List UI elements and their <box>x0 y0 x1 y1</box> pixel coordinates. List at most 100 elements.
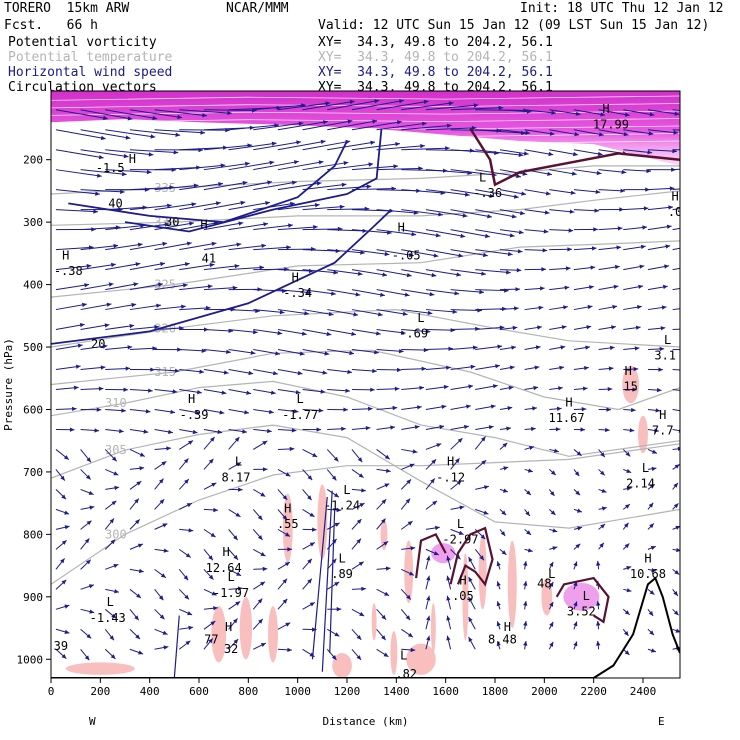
circulation-vector <box>105 224 145 231</box>
circulation-vector-head <box>550 510 556 515</box>
circulation-vector-head <box>606 407 611 412</box>
x-tick-label: 1800 <box>482 685 509 698</box>
circulation-vector-head <box>468 577 473 582</box>
circulation-vector <box>351 99 404 111</box>
circulation-vector-head <box>125 366 131 371</box>
circulation-vector-head <box>468 384 474 389</box>
circulation-vector-head <box>159 478 164 484</box>
circulation-vector <box>253 289 287 292</box>
circulation-vector-head <box>162 241 168 247</box>
circulation-vector-head <box>100 135 106 141</box>
circulation-vector <box>376 209 419 214</box>
circulation-vector-head <box>586 325 592 330</box>
x-tick-label: 400 <box>140 685 160 698</box>
circulation-vector-head <box>289 446 295 452</box>
circulation-vector-head <box>433 253 439 258</box>
circulation-vector-head <box>407 521 413 526</box>
circulation-vector <box>327 99 380 111</box>
circulation-vector-head <box>202 113 207 118</box>
circulation-vector-head <box>446 575 451 581</box>
circulation-vector-head <box>616 245 622 250</box>
circulation-vector-head <box>121 408 126 413</box>
circulation-vector-head <box>381 499 387 504</box>
circulation-vector <box>376 329 406 334</box>
circulation-vector-head <box>343 161 349 166</box>
circulation-vector <box>672 267 680 271</box>
circulation-vector-head <box>596 640 601 646</box>
circulation-vector-head <box>614 264 620 270</box>
pv-contour-tropopause <box>469 127 680 187</box>
circulation-vector-head <box>263 467 268 472</box>
pv-low-fill <box>478 534 487 610</box>
circulation-vector-head <box>290 201 295 207</box>
circulation-vector-head <box>210 437 215 442</box>
circulation-vector <box>672 129 680 131</box>
circulation-vector <box>327 329 357 336</box>
circulation-vector-head <box>314 203 320 208</box>
circulation-vector <box>80 189 125 193</box>
circulation-vector-head <box>357 457 363 463</box>
y-tick-label: 700 <box>23 466 43 479</box>
circulation-vector-head <box>309 542 315 547</box>
circulation-vector-head <box>226 349 231 354</box>
circulation-vector-head <box>164 222 170 227</box>
circulation-vector-head <box>535 345 541 350</box>
circulation-vector-head <box>297 370 303 376</box>
theta-contour-line <box>51 443 680 585</box>
circulation-vector <box>475 189 519 198</box>
circulation-vector-head <box>307 495 312 501</box>
circulation-vector <box>425 229 466 238</box>
circulation-vector-head <box>394 386 400 391</box>
circulation-vector-head <box>593 227 598 232</box>
circulation-vector-head <box>323 120 328 125</box>
circulation-vector-head <box>123 387 129 392</box>
circulation-vector-head <box>322 370 328 375</box>
circulation-vector <box>450 289 484 293</box>
x-tick-label: 800 <box>238 685 258 698</box>
circulation-vector-head <box>270 390 276 395</box>
circulation-vector <box>179 222 219 231</box>
circulation-vector <box>672 168 680 171</box>
circulation-vector-head <box>127 345 133 350</box>
circulation-vector-head <box>399 99 404 104</box>
circulation-vector-head <box>594 208 600 213</box>
circulation-vector <box>228 223 269 231</box>
circulation-vector-head <box>513 194 519 199</box>
circulation-vector-head <box>177 114 182 120</box>
circulation-vector-head <box>98 155 104 160</box>
circulation-vector-head <box>534 365 540 370</box>
circulation-vector-head <box>509 233 515 238</box>
legend-label-pv: Potential vorticity <box>8 35 157 50</box>
circulation-vector-head <box>508 385 514 390</box>
circulation-vector-head <box>549 131 555 136</box>
circulation-vector-head <box>187 611 193 616</box>
pv-extremum-label: L <box>457 517 464 531</box>
circulation-vector-head <box>480 534 486 540</box>
circulation-vector-head <box>545 191 551 196</box>
circulation-vector-head <box>426 595 431 601</box>
circulation-vector-head <box>550 470 556 475</box>
circulation-vector-head <box>257 598 263 604</box>
pv-extremum-label: H <box>284 502 291 516</box>
circulation-vector <box>228 244 267 251</box>
circulation-vector <box>672 308 680 311</box>
circulation-vector-head <box>637 305 642 310</box>
circulation-vector-head <box>320 139 326 144</box>
circulation-vector <box>129 223 170 231</box>
circulation-vector-head <box>248 370 254 376</box>
circulation-vector-head <box>287 647 292 652</box>
axes-layer: 0 200 400 600 800 1000 1200 1400 1600 1800 2000 220… <box>2 90 681 728</box>
circulation-vector-head <box>69 427 75 432</box>
circulation-vector-head <box>108 282 114 287</box>
circulation-vector-head <box>384 251 390 257</box>
circulation-vector-head <box>213 221 219 226</box>
circulation-vector-head <box>84 538 90 544</box>
circulation-vector <box>203 144 253 151</box>
circulation-vector <box>401 124 452 131</box>
circulation-vector <box>253 104 306 111</box>
pv-extremum-label: L <box>235 455 242 469</box>
circulation-vector-head <box>200 130 205 135</box>
circulation-vector-head <box>563 305 568 310</box>
circulation-vector <box>277 140 326 151</box>
circulation-vector-head <box>285 472 291 477</box>
